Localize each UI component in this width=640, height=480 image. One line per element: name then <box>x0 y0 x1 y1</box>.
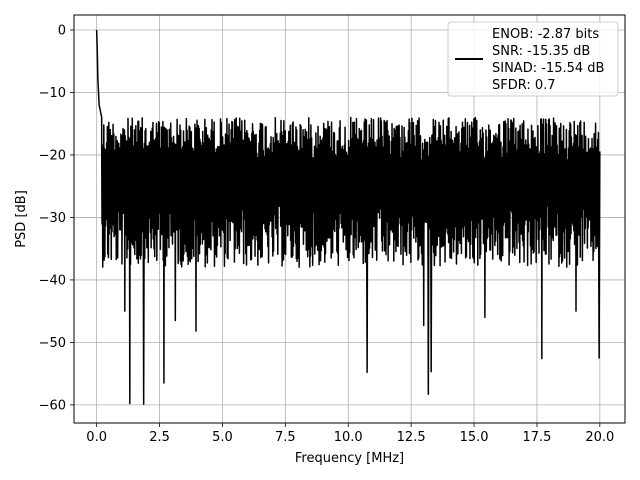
y-tick-label: −60 <box>39 398 66 413</box>
y-tick-label: −30 <box>39 211 66 226</box>
x-tick-label: 17.5 <box>522 430 551 445</box>
y-tick-label: −20 <box>39 148 66 163</box>
legend-box <box>447 21 619 97</box>
x-axis-label: Frequency [MHz] <box>295 451 404 466</box>
y-tick-label: 0 <box>58 23 66 38</box>
x-tick-label: 10.0 <box>334 430 363 445</box>
x-tick-label: 20.0 <box>585 430 614 445</box>
x-tick-label: 2.5 <box>149 430 170 445</box>
x-tick-label: 7.5 <box>275 430 296 445</box>
x-tick-label: 12.5 <box>397 430 426 445</box>
psd-series-line <box>95 29 601 406</box>
x-tick-label: 15.0 <box>460 430 489 445</box>
y-tick-label: −10 <box>39 86 66 101</box>
x-tick-label: 0.0 <box>86 430 107 445</box>
legend-line-sinad: SINAD: -15.54 dB <box>492 61 604 76</box>
y-tick-label: −40 <box>39 273 66 288</box>
x-tick-label: 5.0 <box>212 430 233 445</box>
plot-area <box>95 29 601 406</box>
y-tick-label: −50 <box>39 336 66 351</box>
y-axis-label: PSD [dB] <box>14 190 29 248</box>
legend-line-enob: ENOB: -2.87 bits <box>492 27 599 42</box>
legend-line-sfdr: SFDR: 0.7 <box>492 78 556 93</box>
x-axis-ticks: 0.0 2.5 5.0 7.5 10.0 12.5 15.0 17.5 20.0 <box>86 423 614 445</box>
legend: ENOB: -2.87 bits SNR: -15.35 dB SINAD: -… <box>447 21 619 97</box>
legend-line-snr: SNR: -15.35 dB <box>492 44 590 59</box>
axes-frame <box>73 14 626 424</box>
y-axis-ticks: 0 −10 −20 −30 −40 −50 −60 <box>39 23 74 413</box>
